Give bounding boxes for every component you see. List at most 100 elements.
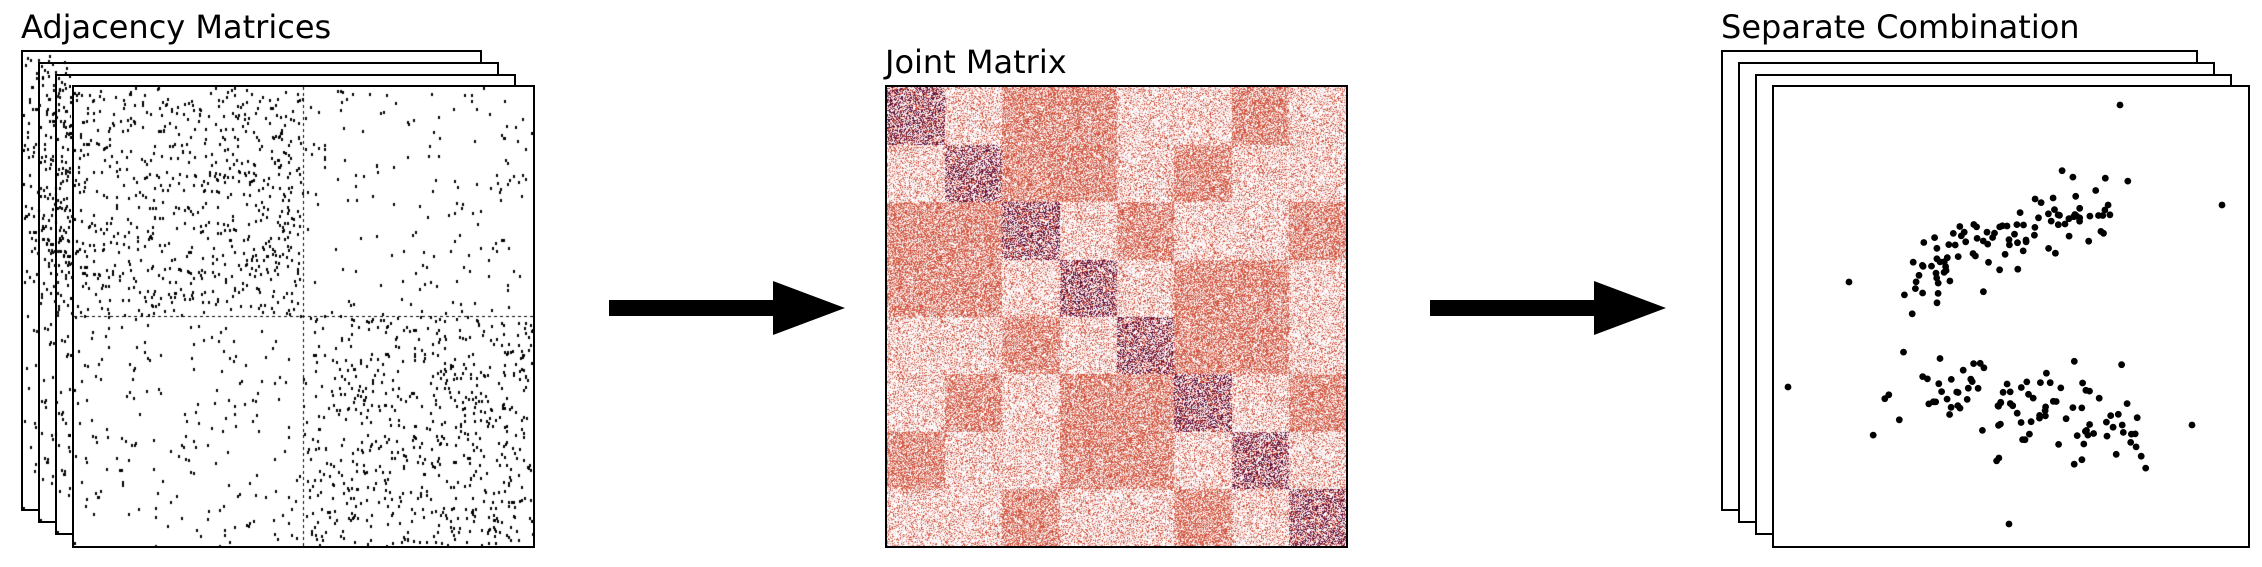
scatter-point (2054, 221, 2062, 229)
scatter-point (2017, 384, 2025, 391)
scatter-point (1980, 288, 1987, 296)
scatter-point (2083, 427, 2090, 434)
scatter-point (1928, 262, 1935, 270)
scatter-point (2014, 239, 2021, 247)
scatter-point (2013, 409, 2021, 417)
scatter-point (2052, 398, 2060, 405)
scatter-point (1954, 253, 1962, 260)
scatter-point (1908, 310, 1916, 318)
scatter-point (2103, 418, 2110, 426)
scatter-point (1979, 427, 1986, 434)
scatter-point (2023, 378, 2031, 386)
joint-title: Joint Matrix (885, 43, 1067, 81)
scatter-point (2218, 201, 2226, 209)
scatter-point (1996, 223, 2004, 231)
scatter-point (2014, 265, 2022, 273)
scatter-point (2062, 415, 2070, 423)
scatter-point (2090, 430, 2097, 437)
scatter-point (2006, 388, 2014, 396)
scatter-point (1933, 274, 1941, 282)
scatter-point (2092, 187, 2100, 194)
scatter-point (2078, 404, 2086, 412)
scatter-point (2095, 212, 2102, 219)
scatter-point (1936, 355, 1944, 362)
scatter-point (2031, 195, 2039, 203)
scatter-point (2065, 232, 2073, 240)
scatter-point (1956, 223, 1964, 230)
scatter-point (2016, 209, 2024, 216)
scatter-point (2114, 410, 2122, 418)
scatter-point (2188, 421, 2196, 429)
scatter-point (2079, 379, 2086, 387)
scatter-point (2076, 214, 2084, 222)
scatter-point (1901, 291, 1908, 299)
scatter-point (2025, 390, 2032, 398)
scatter-point (2006, 241, 2013, 249)
scatter-point (1973, 235, 1981, 242)
scatter-point (1980, 364, 1988, 372)
scatter-point (1947, 376, 1955, 383)
scatter-point (2133, 414, 2141, 422)
scatter-point (1909, 258, 1917, 266)
scatter-point (1945, 241, 1953, 249)
scatter-point (2061, 220, 2069, 228)
scatter-point (2086, 421, 2093, 428)
scatter-point (1940, 268, 1948, 276)
scatter-point (1962, 238, 1970, 246)
scatter-point (1881, 395, 1889, 403)
scatter-point (1933, 255, 1941, 263)
scatter-point (1949, 230, 1957, 237)
right-arrow-icon (1430, 281, 1666, 335)
scatter-point (2029, 394, 2037, 402)
scatter-point (1970, 360, 1977, 367)
scatter-point (2069, 173, 2077, 181)
scatter-point (1934, 279, 1942, 287)
scatter-point (2022, 236, 2030, 244)
scatter-point (1964, 384, 1972, 392)
adjacency-back-1-dots (57, 76, 72, 533)
scatter-point (1984, 240, 1992, 248)
separate-title: Separate Combination (1721, 8, 2080, 46)
scatter-point (2086, 212, 2094, 220)
scatter-point (1976, 359, 1984, 367)
scatter-point (1954, 402, 1962, 409)
scatter-point (2052, 249, 2059, 257)
scatter-point (2071, 211, 2079, 218)
scatter-point (2058, 167, 2066, 175)
scatter-point (2082, 386, 2090, 394)
scatter-point (2128, 430, 2135, 438)
scatter-point (2132, 443, 2140, 451)
scatter-point (2073, 432, 2081, 439)
scatter-point (1970, 221, 1978, 228)
scatter-point (2047, 217, 2055, 225)
scatter-point (2051, 206, 2058, 213)
scatter-point (1938, 388, 1945, 395)
scatter-point (2065, 215, 2073, 223)
scatter-point (2019, 247, 2027, 255)
scatter-point (1895, 416, 1903, 424)
scatter-point (1784, 383, 1792, 391)
scatter-point (1999, 388, 2007, 396)
scatter-point (2078, 456, 2086, 464)
scatter-point (1940, 258, 1948, 266)
scatter-point (1845, 278, 1853, 286)
scatter-point (1869, 431, 1877, 439)
scatter-point (2057, 384, 2065, 392)
scatter-point (2042, 403, 2049, 411)
scatter-point (2021, 436, 2029, 444)
scatter-point (1919, 262, 1926, 269)
scatter-point (1997, 399, 2005, 407)
scatter-point (1967, 375, 1975, 383)
adjacency-front-dots (74, 87, 533, 546)
scatter-point (2080, 440, 2088, 448)
scatter-point (2069, 404, 2077, 411)
scatter-point (2037, 379, 2044, 386)
scatter-point (1943, 395, 1951, 403)
scatter-point (2003, 222, 2011, 230)
scatter-point (2031, 231, 2038, 239)
embedding-plot-front (1772, 85, 2250, 548)
scatter-point (2055, 441, 2062, 448)
scatter-point (2037, 199, 2045, 206)
scatter-point (2072, 192, 2080, 200)
right-arrow-icon (609, 281, 845, 335)
